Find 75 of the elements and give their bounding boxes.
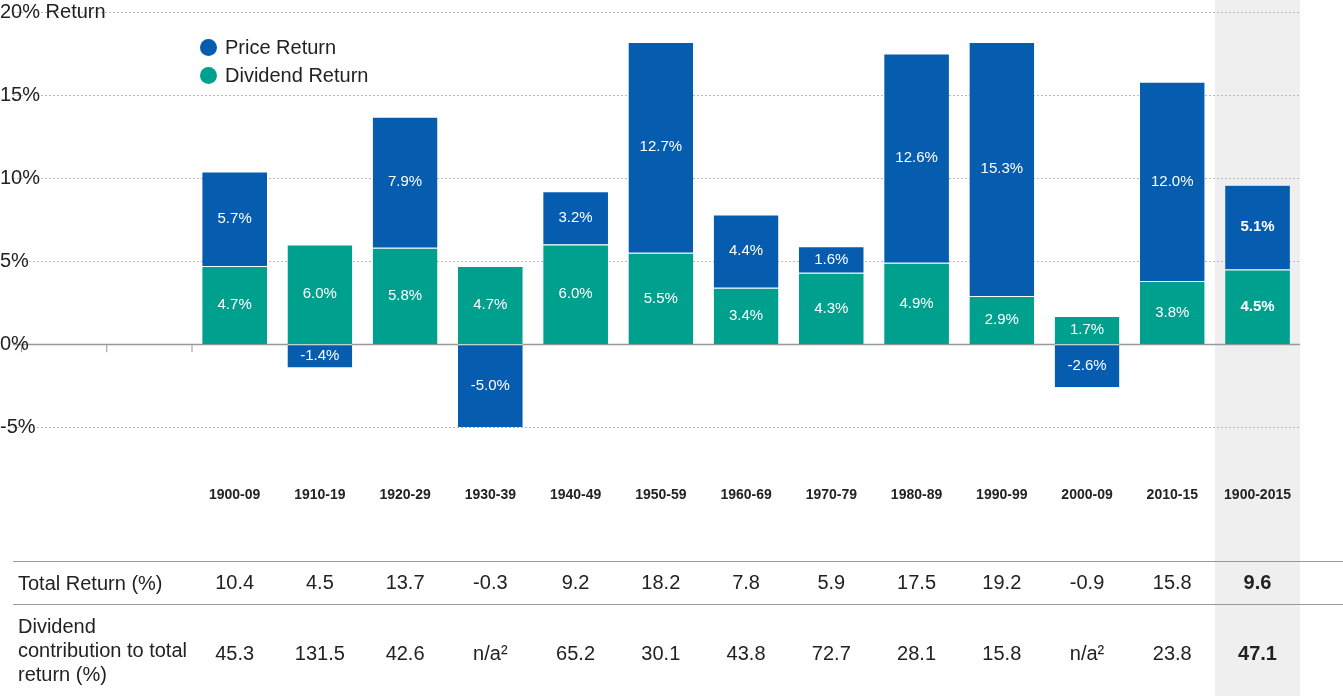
data-label: 6.0% xyxy=(558,284,593,302)
legend-label: Price Return xyxy=(225,35,337,60)
data-label: 5.5% xyxy=(643,288,678,306)
text: 23.8 xyxy=(1152,642,1192,665)
data-label: 6.0% xyxy=(302,284,337,302)
x-tick-label: 1900-09 xyxy=(208,486,261,503)
data-label: 4.7% xyxy=(473,295,508,313)
data-label: -2.6% xyxy=(1067,355,1107,373)
text: -0.3 xyxy=(473,571,508,594)
data-label: 5.8% xyxy=(388,286,423,304)
x-tick-label: 2000-09 xyxy=(1061,486,1113,503)
text: 18.2 xyxy=(641,571,681,594)
data-label: 3.8% xyxy=(1155,302,1190,320)
x-tick-label: 1950-59 xyxy=(635,486,687,503)
x-tick-label: 1980-89 xyxy=(890,486,943,503)
data-label: 4.4% xyxy=(728,241,764,259)
x-tick-label: 1900-2015 xyxy=(1224,486,1292,503)
data-label: 7.9% xyxy=(388,172,423,190)
x-tick-label: 1910-19 xyxy=(294,486,346,503)
text: n/a² xyxy=(473,642,508,665)
y-tick-label: -5% xyxy=(0,414,36,437)
text: -0.9 xyxy=(1069,571,1105,594)
text: 9.6 xyxy=(1243,571,1272,594)
data-label: 15.3% xyxy=(980,159,1024,177)
data-label: -5.0% xyxy=(470,375,510,393)
text: 10.4 xyxy=(215,571,255,594)
data-label: 4.9% xyxy=(899,293,934,311)
x-tick-label: 1970-79 xyxy=(805,486,858,503)
text: 19.2 xyxy=(982,571,1022,594)
data-label: 3.4% xyxy=(728,306,764,324)
text: Dividend contribution to total return (%) xyxy=(18,614,188,686)
text: 30.1 xyxy=(641,642,681,665)
y-tick-label: 15% xyxy=(0,82,41,105)
text: 28.1 xyxy=(897,642,937,665)
text: 4.5 xyxy=(305,571,334,594)
text: Total Return (%) xyxy=(18,571,164,595)
text: 15.8 xyxy=(1152,571,1192,594)
x-tick-label: 1940-49 xyxy=(549,486,602,503)
data-label: 4.3% xyxy=(814,298,849,316)
x-tick-label: 2010-15 xyxy=(1146,486,1199,503)
x-tick-label: 1990-99 xyxy=(976,486,1028,503)
text: 7.8 xyxy=(732,571,760,594)
text: 17.5 xyxy=(897,571,937,594)
legend-label: Dividend Return xyxy=(225,63,369,88)
data-label: 3.2% xyxy=(558,208,593,226)
text: 47.1 xyxy=(1238,642,1277,665)
y-tick-label: 20% Return xyxy=(0,0,106,22)
y-tick-label: 0% xyxy=(0,331,30,354)
data-label: 5.7% xyxy=(217,208,252,226)
y-tick-label: 10% xyxy=(0,165,41,188)
data-label: 4.5% xyxy=(1240,296,1275,314)
data-label: 12.7% xyxy=(639,137,683,155)
x-tick-label: 1920-29 xyxy=(379,486,431,503)
data-label: 5.1% xyxy=(1240,217,1275,235)
text: 42.6 xyxy=(385,642,425,665)
text: 15.8 xyxy=(982,642,1022,665)
x-tick-label: 1960-69 xyxy=(720,486,772,503)
text: 65.2 xyxy=(556,642,596,665)
text: 13.7 xyxy=(385,571,425,594)
text: 45.3 xyxy=(215,642,255,665)
data-label: 1.6% xyxy=(814,249,849,267)
data-label: 12.6% xyxy=(895,148,938,166)
data-label: 2.9% xyxy=(984,310,1019,328)
text: 9.2 xyxy=(561,571,590,594)
data-label: -1.4% xyxy=(300,345,340,363)
data-label: 1.7% xyxy=(1069,320,1105,338)
text: 131.5 xyxy=(294,642,345,665)
text: n/a² xyxy=(1069,642,1105,665)
data-label: 4.7% xyxy=(217,295,252,313)
text: 43.8 xyxy=(726,642,766,665)
text: 5.9 xyxy=(817,571,846,594)
x-tick-label: 1930-39 xyxy=(464,486,517,503)
text: 72.7 xyxy=(811,642,851,665)
y-tick-label: 5% xyxy=(0,248,30,271)
data-label: 12.0% xyxy=(1151,171,1194,189)
